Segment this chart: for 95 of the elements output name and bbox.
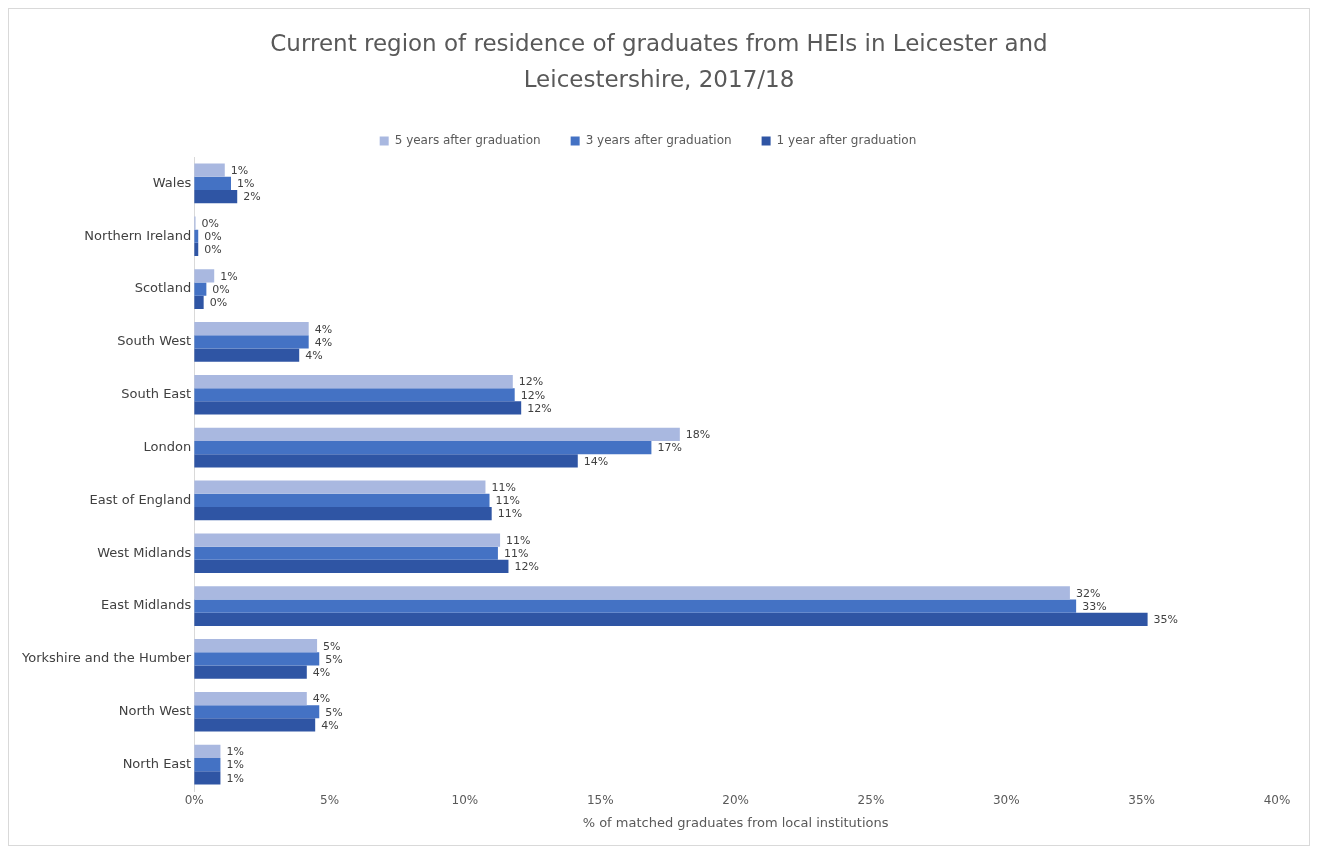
bar [194,599,1077,613]
data-label: 5% [325,705,343,719]
bar [194,507,492,521]
bar [194,427,680,441]
bar [194,586,1070,600]
data-label: 1% [237,177,255,191]
y-tick-label: North West [118,703,192,719]
data-label: 11% [506,533,531,547]
bar [194,546,498,560]
y-tick-label: Scotland [134,280,192,296]
bar [194,335,309,349]
data-label: 11% [491,481,516,495]
data-label: 1% [220,269,238,283]
data-label: 33% [1082,599,1107,613]
x-tick-label: 35% [1128,793,1155,808]
legend-label: 3 years after graduation [585,133,732,148]
bar [194,176,231,191]
y-tick-label: West Midlands [97,544,192,560]
x-tick-label: 10% [451,793,479,808]
x-tick-label: 25% [857,793,885,808]
data-label: 11% [503,547,529,561]
bar [194,718,316,732]
bar [194,282,207,296]
data-label: 1% [226,745,244,759]
data-label: 1% [226,758,244,772]
bar [194,401,522,415]
bar [194,388,515,402]
data-label: 0% [212,282,230,296]
data-label: 2% [243,190,261,204]
bar [194,771,221,785]
data-label: 1% [230,164,249,178]
data-label: 12% [527,401,552,415]
bar [194,454,578,468]
bar [194,639,318,653]
x-tick-label: 40% [1263,793,1291,808]
x-axis-title: % of matched graduates from local institutions [582,814,889,830]
bar [194,691,307,706]
bar [194,665,307,679]
x-tick-label: 5% [320,793,340,808]
y-tick-label: East Midlands [101,597,192,613]
x-tick-label: 20% [722,793,749,808]
legend-label: 5 years after graduation [394,133,541,148]
bar [194,440,652,455]
data-label: 14% [583,454,609,468]
data-label: 35% [1153,613,1179,627]
chart-title: Current region of residence of graduates from HEIs in Leicester and Leicestershire, 2017/18 [269,29,1049,94]
bar [194,374,513,389]
bar [194,295,204,309]
data-label: 4% [321,718,339,732]
data-label: 12% [520,388,546,402]
data-label: 1% [226,771,244,785]
data-label: 12% [514,560,539,574]
data-label: 12% [518,375,544,389]
data-label: 4% [305,348,323,362]
data-label: 0% [209,296,228,310]
bar [194,480,486,494]
bar [194,705,320,719]
data-label: 4% [314,322,333,336]
data-label: 4% [312,665,331,679]
x-tick-label: 0% [184,793,204,808]
bar [194,559,509,574]
y-tick-label: South West [117,333,192,349]
bar [194,493,490,508]
data-label: 5% [323,639,341,653]
data-label: 18% [685,428,711,442]
y-tick-label: London [143,438,192,454]
data-label: 32% [1075,586,1101,600]
data-label: 11% [495,494,520,508]
x-tick-label: 30% [992,793,1020,808]
y-tick-label: Wales [152,174,192,190]
legend-label: 1 year after graduation [776,133,917,148]
x-tick-label: 15% [586,793,614,808]
bar [194,757,221,772]
data-label: 0% [201,216,219,230]
data-label: 17% [657,441,682,455]
bar [194,744,221,758]
data-label: 11% [497,507,523,521]
y-tick-label: South East [121,386,192,402]
y-tick-label: Northern Ireland [84,227,192,243]
y-tick-label: North East [122,755,192,771]
bar [194,652,320,666]
bar [194,163,225,177]
bar [194,322,309,336]
bar [194,348,300,362]
bar [194,612,1148,626]
y-tick-label: East of England [89,491,192,507]
bar [194,533,501,547]
data-label: 4% [314,335,333,349]
data-label: 0% [204,243,222,257]
bar [194,269,215,283]
bar [194,190,238,204]
data-label: 0% [204,230,222,244]
data-label: 4% [312,692,331,706]
data-label: 5% [325,652,343,666]
y-tick-label: Yorkshire and the Humber [21,650,192,666]
